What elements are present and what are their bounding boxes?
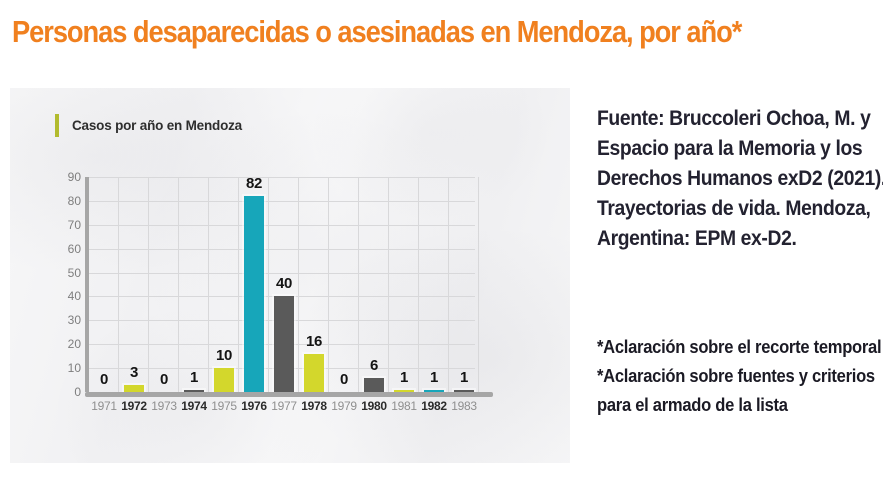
value-label-1983: 1 [459, 368, 469, 386]
value-label-1978: 16 [305, 332, 323, 350]
value-label-1977: 40 [275, 275, 293, 293]
y-axis-tick: 70 [67, 217, 81, 232]
bar-1980 [364, 377, 384, 392]
gridline-h [89, 272, 475, 274]
x-axis-label-1978: 1978 [301, 399, 327, 413]
text-line: *Aclaración sobre el recorte temporal [597, 337, 882, 357]
gridline-h [89, 200, 475, 202]
bar-1977 [274, 296, 294, 392]
bar-1972 [124, 384, 144, 392]
y-axis-tick: 10 [67, 361, 81, 376]
y-axis-tick: 80 [67, 193, 81, 208]
gridline-v [358, 177, 359, 392]
gridline-v [448, 177, 449, 392]
bar-1974 [184, 389, 204, 392]
gridline-h [89, 248, 475, 250]
page-title: Personas desaparecidas o asesinadas en M… [12, 14, 742, 49]
value-label-1971: 0 [99, 371, 109, 388]
gridline-v [418, 177, 419, 392]
bar-1975 [214, 368, 234, 392]
gridline-h [89, 177, 475, 178]
value-label-1975: 10 [215, 347, 233, 365]
x-axis-label-1973: 1973 [151, 399, 177, 413]
value-label-1980: 6 [369, 356, 379, 374]
x-axis-label-1971: 1971 [91, 399, 117, 413]
gridline-v [208, 177, 209, 392]
bar-1976 [244, 196, 264, 392]
x-axis-label-1980: 1980 [361, 399, 387, 413]
plot-area: 0 10 20 30 40 50 60 70 80 90 0 1971 3 1972 0 1973 1 1974 1… [68, 170, 493, 413]
legend-label: Casos por año en Mendoza [72, 118, 242, 133]
value-label-1976: 82 [245, 175, 263, 193]
gridline-v [388, 177, 389, 392]
gridline-v [178, 177, 179, 392]
y-axis-tick: 30 [67, 313, 81, 328]
gridline-v [478, 177, 479, 392]
footnote-text: *Aclaración sobre el recorte temporal *Ac… [597, 333, 882, 420]
text-line: Argentina: EPM ex-D2. [597, 227, 797, 250]
text-line: para el armado de la lista [597, 395, 788, 415]
y-axis-tick: 90 [67, 170, 81, 184]
x-axis-label-1982: 1982 [421, 399, 447, 413]
x-axis-line [85, 392, 493, 397]
x-axis-label-1983: 1983 [451, 399, 477, 413]
bar-1981 [394, 389, 414, 392]
gridline-v [238, 177, 239, 392]
gridline-v [268, 177, 269, 392]
y-axis-tick: 0 [74, 385, 81, 399]
text-line: Derechos Humanos exD2 (2021). [597, 167, 883, 190]
x-axis-label-1975: 1975 [211, 399, 237, 413]
text-line: Fuente: Bruccoleri Ochoa, M. y [597, 107, 871, 130]
bar-1983 [454, 389, 474, 392]
text-line: Espacio para la Memoria y los [597, 137, 863, 160]
x-axis-label-1972: 1972 [121, 399, 147, 413]
value-label-1972: 3 [129, 363, 139, 381]
gridline-v [328, 177, 329, 392]
legend-swatch [55, 114, 59, 137]
value-label-1973: 0 [159, 371, 169, 388]
gridline-v [118, 177, 119, 392]
text-line: Trayectorias de vida. Mendoza, [597, 197, 871, 220]
value-label-1982: 1 [429, 368, 439, 386]
chart-panel: Casos por año en Mendoza 0 10 20 30 40 50 60 70… [10, 88, 570, 463]
x-axis-label-1974: 1974 [181, 399, 207, 413]
source-text: Fuente: Bruccoleri Ochoa, M. y Espacio pa… [597, 104, 883, 254]
gridline-v [298, 177, 299, 392]
text-line: *Aclaración sobre fuentes y criterios [597, 366, 875, 386]
x-axis-label-1979: 1979 [331, 399, 357, 413]
value-label-1979: 0 [339, 371, 349, 388]
x-axis-label-1981: 1981 [391, 399, 417, 413]
bar-1982 [424, 389, 444, 392]
y-axis-tick: 50 [67, 265, 81, 280]
gridline-v [148, 177, 149, 392]
value-label-1981: 1 [399, 368, 409, 386]
y-axis-tick: 20 [67, 337, 81, 352]
chart-legend: Casos por año en Mendoza [55, 114, 242, 137]
y-axis-tick: 60 [67, 241, 81, 256]
gridline-h [89, 224, 475, 226]
bar-1978 [304, 353, 324, 392]
y-axis-tick: 40 [67, 289, 81, 304]
x-axis-label-1977: 1977 [271, 399, 297, 413]
x-axis-label-1976: 1976 [241, 399, 267, 413]
value-label-1974: 1 [189, 368, 199, 386]
